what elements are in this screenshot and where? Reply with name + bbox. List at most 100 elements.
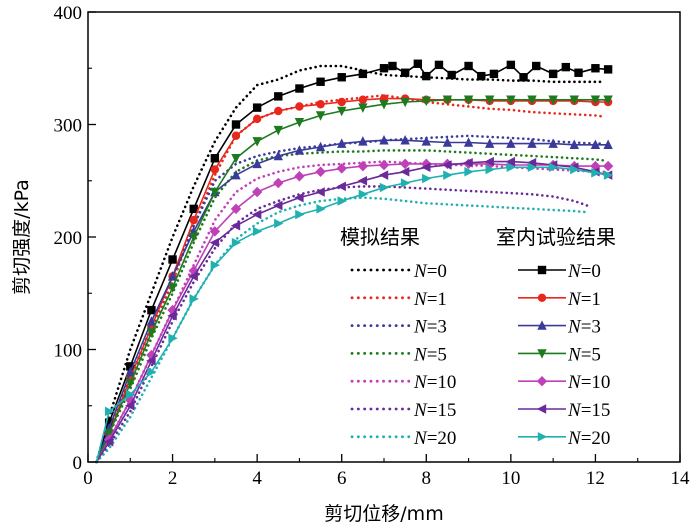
exp-series-n3 bbox=[95, 135, 613, 463]
sim-line-n0 bbox=[95, 64, 606, 464]
exp-point-n15 bbox=[251, 209, 262, 220]
exp-point-n3 bbox=[400, 135, 410, 145]
legend-exp-label: N=3 bbox=[567, 317, 601, 338]
legend-group-sim-heading: 模拟结果 bbox=[340, 225, 420, 249]
exp-point-n1 bbox=[274, 106, 283, 116]
exp-point-n20 bbox=[274, 218, 284, 229]
exp-point-n3 bbox=[485, 138, 495, 148]
exp-point-n5 bbox=[463, 95, 474, 105]
exp-point-n20 bbox=[548, 162, 559, 172]
exp-point-n15 bbox=[167, 311, 177, 321]
x-tick-label: 14 bbox=[671, 468, 691, 489]
exp-point-n1 bbox=[252, 114, 262, 124]
legend-exp-marker bbox=[536, 376, 548, 387]
exp-point-n10 bbox=[378, 159, 390, 171]
exp-point-n10 bbox=[602, 160, 614, 172]
exp-point-n5 bbox=[506, 95, 516, 105]
exp-point-n0 bbox=[413, 59, 423, 68]
exp-point-n3 bbox=[146, 316, 157, 326]
exp-point-n5 bbox=[210, 187, 220, 198]
exp-point-n15 bbox=[125, 401, 135, 411]
exp-point-n10 bbox=[294, 171, 305, 182]
exp-point-n20 bbox=[231, 237, 242, 248]
exp-point-n20 bbox=[591, 168, 601, 178]
exp-point-n20 bbox=[379, 182, 390, 193]
exp-point-n20 bbox=[104, 406, 115, 417]
exp-point-n0 bbox=[506, 60, 516, 70]
exp-point-n0 bbox=[489, 69, 499, 79]
exp-point-n20 bbox=[210, 260, 221, 270]
exp-point-n0 bbox=[400, 68, 410, 77]
legend-sim-label: N=0 bbox=[413, 261, 447, 282]
exp-point-n20 bbox=[295, 209, 305, 220]
exp-point-n10 bbox=[357, 160, 369, 172]
exp-point-n15 bbox=[315, 187, 325, 197]
exp-point-n3 bbox=[442, 137, 453, 147]
x-tick-label: 10 bbox=[501, 468, 520, 489]
exp-point-n5 bbox=[294, 118, 305, 128]
exp-point-n1 bbox=[337, 97, 346, 107]
exp-point-n5 bbox=[421, 96, 431, 107]
legend-exp-label: N=15 bbox=[567, 400, 610, 421]
exp-series-n10 bbox=[95, 158, 614, 463]
legend-sim-label: N=3 bbox=[413, 317, 447, 338]
exp-point-n20 bbox=[358, 189, 369, 199]
legend-exp-label: N=1 bbox=[567, 289, 601, 310]
exp-point-n0 bbox=[477, 71, 486, 81]
exp-point-n5 bbox=[146, 328, 157, 338]
exp-point-n0 bbox=[274, 92, 283, 101]
y-tick-label: 300 bbox=[54, 116, 83, 137]
legend-sim-label: N=1 bbox=[413, 289, 447, 310]
exp-point-n0 bbox=[532, 61, 541, 71]
exp-point-n5 bbox=[548, 95, 558, 105]
exp-point-n5 bbox=[189, 232, 199, 243]
exp-point-n0 bbox=[519, 73, 528, 82]
legend-exp-marker bbox=[537, 432, 548, 442]
exp-point-n0 bbox=[358, 69, 368, 79]
exp-point-n3 bbox=[603, 139, 613, 149]
sim-series-n15 bbox=[95, 185, 589, 464]
exp-point-n1 bbox=[231, 131, 241, 140]
legend-sim-label: N=20 bbox=[413, 428, 456, 449]
legend-exp-label: N=10 bbox=[567, 372, 610, 393]
exp-point-n20 bbox=[464, 167, 474, 177]
exp-point-n0 bbox=[337, 73, 346, 82]
exp-point-n20 bbox=[337, 196, 347, 206]
legend-exp-label: N=5 bbox=[567, 344, 601, 365]
exp-point-n0 bbox=[388, 61, 397, 71]
exp-point-n5 bbox=[273, 125, 283, 136]
exp-point-n5 bbox=[379, 100, 389, 110]
exp-point-n3 bbox=[569, 139, 579, 149]
exp-point-n10 bbox=[399, 158, 411, 170]
exp-point-n5 bbox=[442, 95, 453, 105]
exp-point-n20 bbox=[485, 164, 495, 175]
exp-point-n3 bbox=[273, 150, 283, 161]
exp-point-n20 bbox=[570, 164, 580, 175]
exp-point-n20 bbox=[316, 204, 326, 214]
exp-series-n15 bbox=[95, 156, 613, 463]
exp-point-n15 bbox=[463, 158, 473, 168]
exp-point-n3 bbox=[506, 138, 516, 148]
exp-point-n3 bbox=[463, 137, 474, 147]
exp-point-n5 bbox=[252, 137, 262, 147]
exp-series-n5 bbox=[95, 95, 613, 463]
exp-point-n3 bbox=[379, 135, 389, 145]
exp-point-n0 bbox=[434, 60, 444, 70]
exp-point-n3 bbox=[315, 141, 326, 152]
exp-point-n15 bbox=[209, 237, 220, 248]
exp-point-n0 bbox=[147, 305, 156, 315]
exp-point-n5 bbox=[590, 95, 601, 105]
legend-sim-label: N=15 bbox=[413, 400, 456, 421]
exp-point-n20 bbox=[126, 389, 136, 400]
sim-series-n1 bbox=[95, 94, 606, 464]
exp-point-n20 bbox=[189, 294, 199, 304]
exp-point-n3 bbox=[337, 138, 347, 148]
exp-point-n3 bbox=[294, 145, 305, 155]
exp-point-n15 bbox=[399, 167, 410, 177]
exp-point-n0 bbox=[379, 64, 389, 73]
exp-point-n20 bbox=[147, 367, 157, 377]
legend-exp-marker bbox=[537, 293, 547, 302]
exp-point-n3 bbox=[421, 136, 431, 146]
exp-point-n3 bbox=[125, 366, 135, 377]
